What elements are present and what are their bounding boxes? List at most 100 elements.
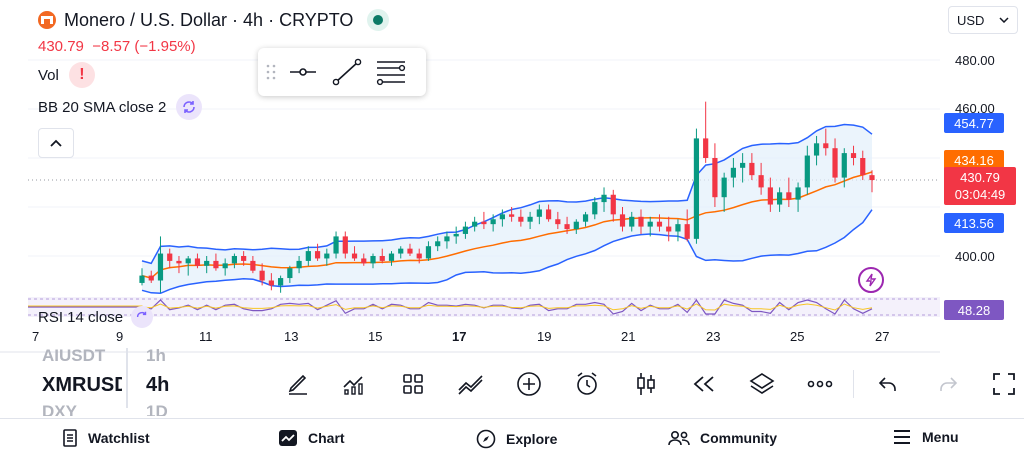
current-interval[interactable]: 4h: [146, 374, 170, 396]
currency-select[interactable]: USD: [948, 6, 1018, 34]
bottom-navigation: Watchlist Chart Explore Community Menu: [0, 418, 1024, 461]
sync-icon[interactable]: [131, 306, 154, 328]
candle-body: [795, 187, 801, 200]
compare-icon[interactable]: [455, 368, 487, 400]
time-axis-label: 19: [537, 329, 552, 344]
price-change-line: 430.79 −8.57 (−1.95%): [38, 38, 196, 55]
bb-indicator-row[interactable]: BB 20 SMA close 2: [38, 94, 203, 120]
candle-body: [527, 216, 533, 222]
candle-body: [740, 162, 746, 168]
current-symbol[interactable]: XMRUSD: [42, 374, 122, 396]
volume-indicator-row[interactable]: Vol !: [38, 62, 95, 88]
compass-icon: [476, 429, 496, 449]
candle-body: [324, 253, 330, 259]
symbol-header[interactable]: Monero / U.S. Dollar · 4h · CRYPTO: [38, 9, 390, 31]
time-axis-label: 15: [368, 329, 383, 344]
candlestick-series: [139, 101, 875, 293]
price-axis-tick: 460.00: [955, 101, 995, 116]
candle-body: [684, 224, 690, 239]
community-icon: [668, 430, 690, 446]
candle-body: [287, 268, 293, 279]
sync-icon[interactable]: [176, 94, 203, 120]
nav-menu-label: Menu: [922, 429, 959, 445]
candle-body: [453, 233, 459, 237]
candle-body: [370, 256, 376, 264]
nav-chart[interactable]: Chart: [278, 429, 345, 447]
rsi-value-tag: 48.28: [944, 300, 1004, 320]
time-axis-label: 17: [452, 329, 467, 344]
collapse-legend-button[interactable]: [38, 128, 74, 158]
bb-upper-price-tag: 454.77: [944, 113, 1004, 133]
bollinger-lower-band: [141, 209, 873, 295]
fullscreen-icon[interactable]: [988, 368, 1020, 400]
add-icon[interactable]: [513, 368, 545, 400]
candle-body: [638, 216, 644, 227]
candle-body: [749, 162, 755, 176]
chart-style-candles-icon[interactable]: [630, 368, 662, 400]
candle-body: [351, 253, 358, 259]
horizontal-ray-icon[interactable]: [286, 62, 320, 82]
candle-body: [185, 258, 191, 264]
candle-body: [776, 192, 783, 205]
candle-body: [333, 236, 339, 254]
candle-body: [601, 194, 607, 203]
layers-icon[interactable]: [746, 368, 778, 400]
candle-body: [157, 253, 164, 281]
current-price-value: 430.79: [960, 170, 1000, 185]
candle-body: [398, 248, 404, 254]
candle-body: [139, 275, 145, 283]
candle-body: [509, 214, 515, 217]
prev-symbol[interactable]: AIUSDT: [42, 346, 106, 365]
replay-icon[interactable]: [688, 368, 720, 400]
candle-body: [194, 258, 201, 266]
drawing-brush-icon[interactable]: [282, 368, 314, 400]
candle-body: [619, 214, 626, 227]
undo-icon[interactable]: [872, 368, 904, 400]
nav-explore[interactable]: Explore: [476, 429, 557, 449]
candle-body: [767, 187, 773, 205]
fib-levels-icon[interactable]: [374, 57, 408, 87]
alert-clock-icon[interactable]: [571, 368, 603, 400]
candle-body: [647, 221, 653, 227]
templates-icon[interactable]: [397, 368, 429, 400]
bar-countdown: 03:04:49: [954, 187, 1006, 202]
candle-body: [176, 260, 182, 264]
trend-line-icon[interactable]: [330, 57, 364, 87]
redo-icon[interactable]: [932, 368, 964, 400]
candle-body: [841, 153, 847, 178]
candle-body: [712, 158, 718, 198]
candle-body: [573, 221, 579, 230]
bb-label: BB 20 SMA close 2: [38, 98, 167, 116]
currency-value: USD: [957, 12, 985, 28]
indicators-icon[interactable]: [338, 368, 370, 400]
watchlist-icon: [63, 429, 77, 447]
candle-body: [148, 275, 154, 281]
drawing-toolbar[interactable]: [258, 48, 426, 96]
candle-body: [592, 202, 598, 215]
candle-body: [388, 253, 395, 261]
nav-community[interactable]: Community: [668, 429, 777, 447]
candle-body: [296, 260, 302, 269]
candle-body: [582, 214, 589, 222]
candle-body: [703, 138, 709, 158]
candle-body: [564, 224, 570, 230]
next-symbol[interactable]: DXY: [42, 402, 77, 416]
candle-body: [407, 248, 413, 254]
candle-body: [499, 214, 505, 220]
lightning-icon[interactable]: [858, 267, 884, 293]
nav-watchlist[interactable]: Watchlist: [62, 429, 150, 447]
candle-body: [730, 167, 736, 178]
more-icon[interactable]: [804, 368, 836, 400]
drag-handle-icon[interactable]: [266, 63, 276, 81]
hamburger-menu-icon: [894, 430, 910, 444]
candle-body: [342, 236, 348, 254]
candle-body: [305, 251, 311, 261]
time-axis-label: 11: [199, 329, 213, 344]
warning-icon[interactable]: !: [68, 62, 95, 88]
nav-menu[interactable]: Menu: [892, 429, 959, 445]
candle-body: [850, 153, 857, 158]
rsi-indicator-row[interactable]: RSI 14 close: [38, 306, 154, 328]
candle-body: [204, 260, 210, 266]
candle-body: [804, 155, 810, 188]
